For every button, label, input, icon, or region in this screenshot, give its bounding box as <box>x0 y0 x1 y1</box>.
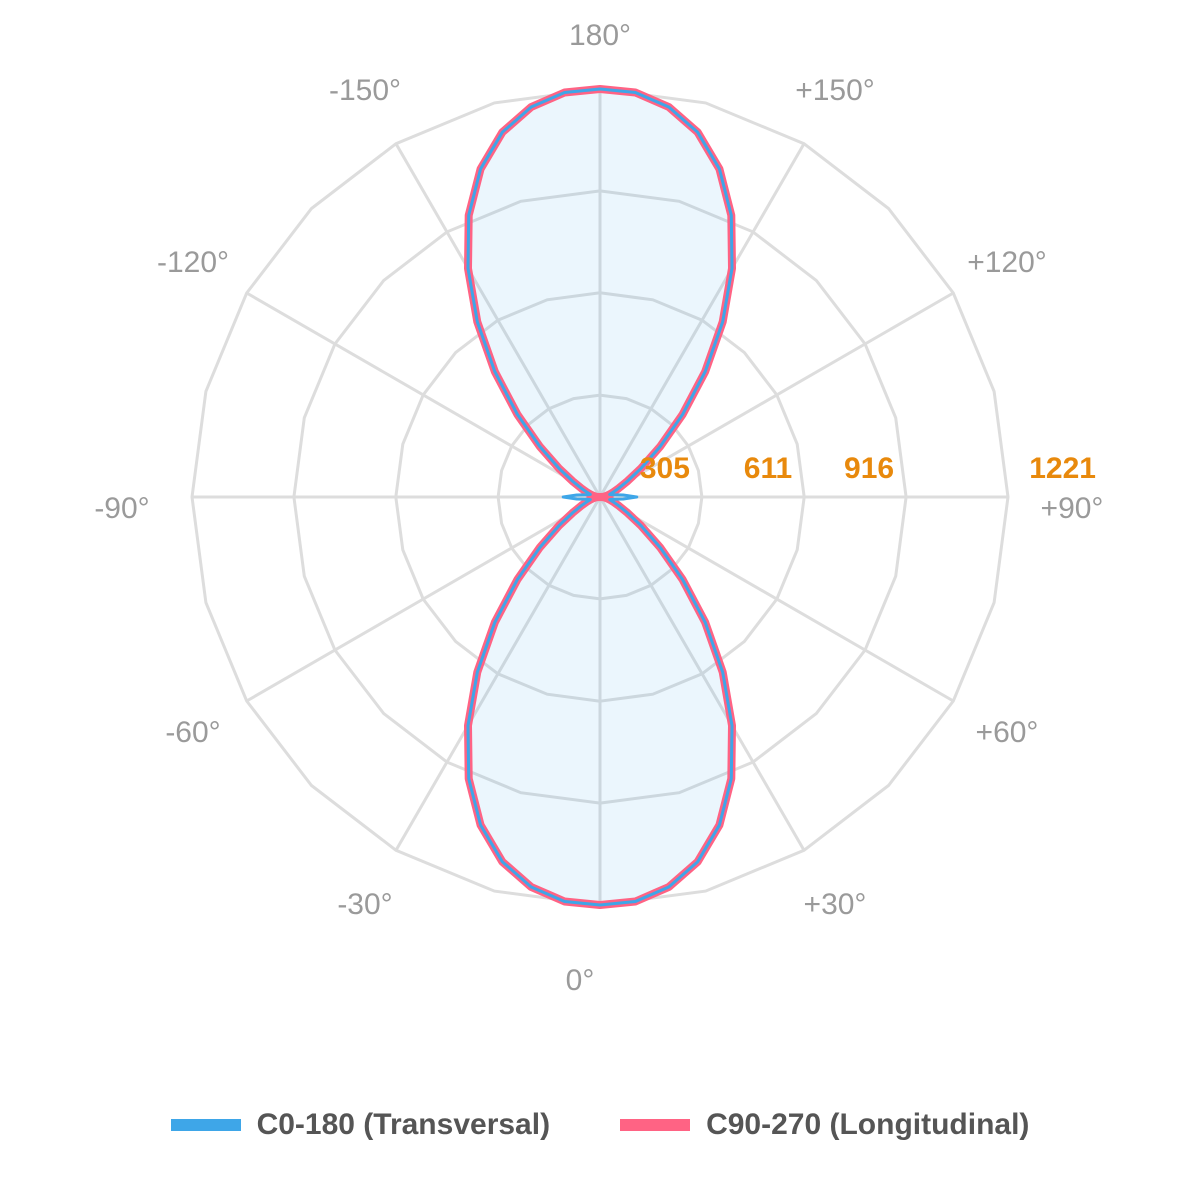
angle-tick-label: -90° <box>94 492 149 525</box>
legend-item-transversal[interactable]: C0-180 (Transversal) <box>170 1108 551 1142</box>
angle-tick-label: -30° <box>337 888 392 921</box>
radial-tick-label: 305 <box>640 452 690 485</box>
series-layer <box>464 85 736 909</box>
legend-swatch-longitudinal <box>620 1119 691 1131</box>
grid-spoke-240 <box>245 291 601 499</box>
radial-tick-label: 611 <box>744 452 792 485</box>
radial-tick-label: 1221 <box>1029 452 1096 485</box>
grid-spoke-30 <box>598 496 806 852</box>
angle-tick-label: -150° <box>329 74 401 107</box>
legend-item-longitudinal[interactable]: C90-270 (Longitudinal) <box>620 1108 1029 1142</box>
angle-tick-label: +90° <box>1041 492 1104 525</box>
ring-labels: 305 611 916 1221 <box>640 452 1096 485</box>
legend: C0-180 (Transversal) C90-270 (Longitudin… <box>0 1100 1200 1150</box>
angle-tick-label: +60° <box>976 716 1039 749</box>
angle-tick-label: +150° <box>795 74 875 107</box>
series-fill <box>468 89 732 905</box>
series-line-transversal <box>466 87 734 907</box>
grid-spoke-300 <box>245 495 601 703</box>
radial-tick-label: 916 <box>844 452 894 485</box>
polar-grid <box>190 87 1010 907</box>
legend-label-longitudinal: C90-270 (Longitudinal) <box>706 1108 1030 1141</box>
angle-tick-label: +120° <box>967 246 1047 279</box>
angle-labels: 0° +30° +60° +90° +120° +150° 180° -150° -120° -9… <box>94 19 1103 997</box>
angle-tick-label: -120° <box>157 246 229 279</box>
legend-swatch-transversal <box>170 1119 241 1131</box>
angle-tick-label: -60° <box>165 716 220 749</box>
grid-spoke-330 <box>394 496 602 852</box>
grid-spoke-210 <box>394 142 602 498</box>
angle-tick-label: +30° <box>804 888 867 921</box>
grid-spoke-60 <box>599 495 955 703</box>
angle-tick-label: 0° <box>566 964 595 997</box>
grid-spoke-120 <box>599 291 955 499</box>
legend-label-transversal: C0-180 (Transversal) <box>256 1108 551 1141</box>
grid-spoke-150 <box>598 142 806 498</box>
angle-tick-label: 180° <box>569 19 631 52</box>
